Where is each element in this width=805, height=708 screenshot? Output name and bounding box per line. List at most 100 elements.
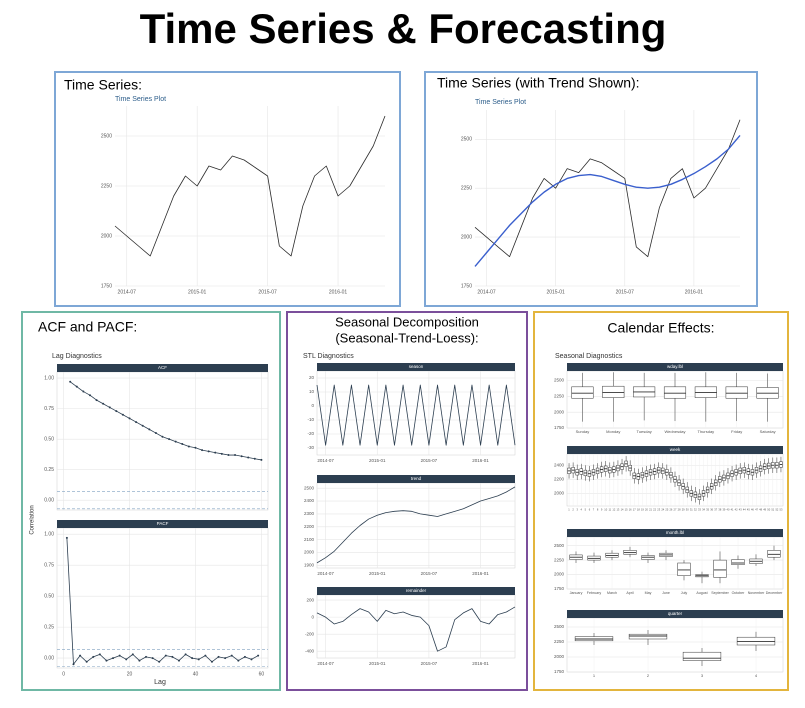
series-point	[227, 454, 230, 457]
series-point	[148, 428, 151, 431]
x-tick-label: 2014-07	[118, 289, 137, 295]
x-tick-label: Friday	[731, 429, 742, 434]
facet-strip	[317, 363, 515, 371]
y-tick-label: 1750	[461, 283, 472, 289]
series-line	[474, 134, 741, 267]
y-tick-label: 0	[311, 403, 314, 408]
x-tick-label: 43	[739, 508, 742, 512]
series-line	[474, 119, 741, 258]
x-tick-label: November	[748, 591, 765, 595]
y-tick-label: 1750	[554, 669, 565, 674]
x-tick-label: 3	[701, 673, 704, 678]
y-tick-label: 2250	[461, 186, 472, 192]
x-tick-label: 2016-01	[472, 571, 489, 576]
series-point	[72, 663, 75, 666]
x-tick-label: 34	[702, 508, 705, 512]
series-point	[230, 654, 233, 657]
series-point	[204, 654, 207, 657]
series-point	[184, 653, 187, 656]
series-point	[207, 450, 210, 453]
x-tick-label: 40	[193, 671, 199, 677]
y-tick-label: 0.25	[44, 624, 54, 630]
x-tick-label: 28	[678, 508, 681, 512]
x-tick-label: 6	[589, 508, 591, 512]
y-tick-label: 2250	[554, 557, 565, 562]
y-tick-label: 2000	[304, 550, 315, 555]
x-tick-label: 2016-01	[472, 458, 489, 463]
series-point	[112, 657, 115, 660]
x-tick-label: 12	[612, 508, 615, 512]
y-tick-label: 2500	[304, 485, 315, 490]
series-point	[145, 655, 148, 658]
x-tick-label: 3	[576, 508, 578, 512]
series-line	[316, 486, 516, 564]
x-tick-label: 51	[771, 508, 774, 512]
y-tick-label: 0.50	[44, 593, 54, 599]
y-tick-label: 0.75	[44, 406, 54, 412]
x-tick-label: May	[645, 591, 652, 595]
facet-title: PACF	[157, 521, 169, 526]
x-tick-label: 2015-07	[421, 458, 438, 463]
series-point	[102, 402, 105, 405]
x-tick-label: 2015-01	[188, 289, 207, 295]
x-tick-label: 18	[637, 508, 640, 512]
facet-title: quarter	[668, 611, 683, 616]
facet-title: wday.lbl	[667, 364, 683, 369]
panel-subtitle: STL Diagnostics	[303, 353, 354, 360]
series-point	[171, 655, 174, 658]
panel-subtitle: Lag Diagnostics	[52, 353, 102, 360]
y-tick-label: 2400	[554, 462, 565, 467]
plot-area	[56, 371, 269, 511]
panel-heading: Time Series (with Trend Shown):	[437, 75, 640, 91]
x-tick-label: 2015-01	[369, 571, 386, 576]
page-title: Time Series & Forecasting	[140, 5, 667, 52]
x-tick-label: 49	[763, 508, 766, 512]
plot-area	[115, 106, 385, 286]
x-tick-label: Thursday	[698, 429, 715, 434]
series-point	[194, 446, 197, 449]
series-point	[161, 435, 164, 438]
facet-strip	[567, 363, 783, 371]
series-line	[114, 115, 386, 257]
y-tick-label: -10	[307, 417, 314, 422]
panel-heading: Time Series:	[64, 77, 142, 93]
x-tick-label: Sunday	[576, 429, 590, 434]
box-body	[602, 385, 625, 398]
box-body	[713, 559, 727, 578]
x-tick-label: 2	[572, 508, 574, 512]
y-tick-label: -30	[307, 445, 314, 450]
x-tick-label: October	[732, 591, 746, 595]
y-tick-label: 0	[311, 614, 314, 619]
series-point	[187, 445, 190, 448]
facet-strip	[57, 520, 268, 528]
y-tick-label: 0.50	[44, 436, 54, 442]
panel-subtitle: Seasonal Diagnostics	[555, 353, 623, 360]
x-tick-label: August	[696, 591, 707, 595]
x-tick-label: June	[662, 591, 670, 595]
y-tick-label: 1.00	[44, 532, 54, 538]
x-tick-label: 30	[686, 508, 689, 512]
box-body	[731, 559, 745, 565]
x-tick-label: September	[711, 591, 729, 595]
x-tick-label: 22	[653, 508, 656, 512]
x-tick-label: 44	[743, 508, 746, 512]
y-tick-label: 2500	[101, 133, 112, 139]
x-tick-label: February	[587, 591, 602, 595]
y-tick-label: 2000	[101, 233, 112, 239]
series-point	[121, 413, 124, 416]
series-point	[250, 658, 253, 661]
x-tick-label: December	[766, 591, 783, 595]
x-tick-label: 2014-07	[317, 661, 334, 666]
x-tick-label: 17	[633, 508, 636, 512]
y-tick-label: -400	[305, 648, 315, 653]
x-tick-label: Tuesday	[637, 429, 652, 434]
y-tick-label: 0.00	[44, 498, 54, 504]
facet-strip	[57, 364, 268, 372]
series-point	[217, 655, 220, 658]
facet-title: week	[670, 447, 681, 452]
series-point	[197, 658, 200, 661]
x-tick-label: 2016-01	[685, 289, 704, 295]
x-tick-label: Wednesday	[664, 429, 685, 434]
panel-heading: Calendar Effects:	[607, 320, 714, 336]
